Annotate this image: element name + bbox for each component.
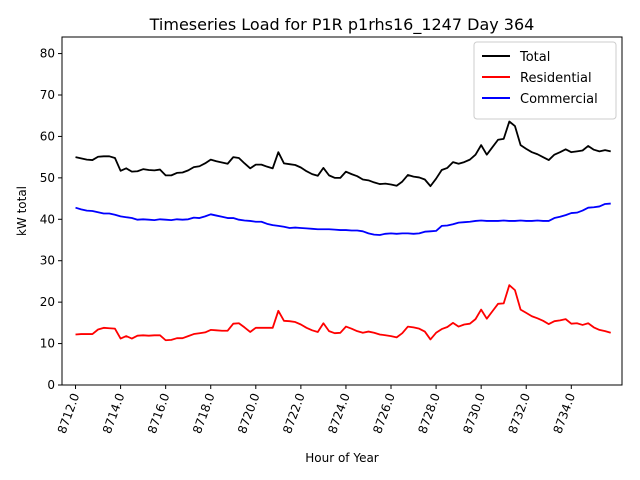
series-line-commercial — [75, 202, 611, 236]
series-line-residential — [75, 284, 611, 342]
x-axis-label: Hour of Year — [305, 451, 379, 465]
y-tick-label: 50 — [40, 171, 55, 185]
legend: Total Residential Commercial — [473, 41, 617, 120]
y-tick-label: 0 — [47, 378, 55, 392]
y-tick-label: 80 — [40, 47, 55, 61]
y-tick-label: 20 — [40, 295, 55, 309]
y-tick-label: 60 — [40, 129, 55, 143]
series-line-total — [75, 120, 611, 188]
y-tick-label: 30 — [40, 254, 55, 268]
chart-title: Timeseries Load for P1R p1rhs16_1247 Day… — [149, 15, 535, 35]
series-layer — [75, 120, 611, 342]
legend-label-total: Total — [519, 50, 550, 65]
y-tick-label: 10 — [40, 337, 55, 351]
legend-label-residential: Residential — [520, 71, 592, 86]
y-tick-label: 40 — [40, 212, 55, 226]
y-tick-label: 70 — [40, 88, 55, 102]
y-axis-label: kW total — [15, 186, 29, 236]
plot-frame — [61, 36, 623, 386]
legend-label-commercial: Commercial — [520, 92, 598, 107]
y-axis: 0 10 20 30 40 50 60 70 80 — [40, 47, 62, 392]
legend-box — [473, 41, 617, 120]
